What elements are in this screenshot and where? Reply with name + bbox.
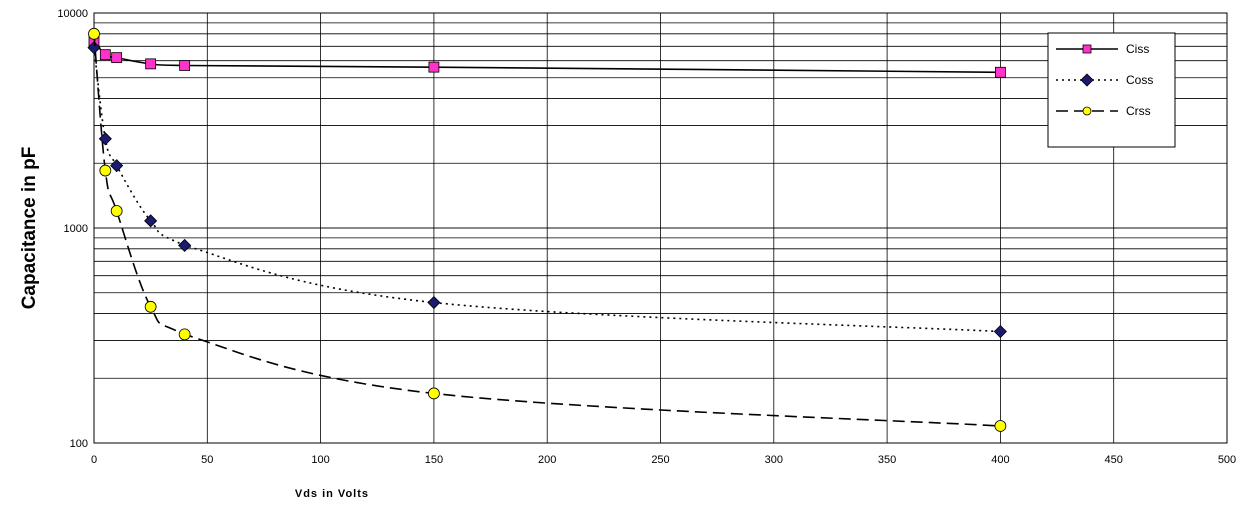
x-tick-label: 400: [991, 454, 1009, 466]
x-tick-label: 150: [425, 454, 443, 466]
legend-label-coss: Coss: [1126, 73, 1153, 87]
legend-marker-coss: [1080, 73, 1094, 87]
legend-item-ciss: Ciss: [1056, 42, 1149, 56]
data-point-ciss: [99, 49, 111, 61]
x-tick-label: 450: [1105, 454, 1123, 466]
data-point-coss: [427, 295, 441, 310]
data-point-coss: [993, 324, 1007, 339]
x-tick-label: 500: [1218, 454, 1236, 466]
data-point-crss: [99, 164, 112, 177]
legend: Ciss Coss Crss: [1047, 32, 1176, 148]
series-line-crss: [93, 33, 1001, 427]
series-layer: [87, 27, 1007, 432]
x-tick-label: 0: [91, 454, 97, 466]
x-tick-label: 350: [878, 454, 896, 466]
data-point-coss: [110, 159, 124, 173]
data-point-coss: [178, 238, 192, 252]
legend-item-coss: Coss: [1056, 73, 1153, 87]
y-tick-label: 100: [70, 438, 88, 450]
series-crss: [88, 27, 1007, 432]
x-tick-label: 100: [311, 454, 329, 466]
legend-label-ciss: Ciss: [1126, 42, 1149, 56]
data-point-coss: [144, 214, 158, 228]
x-tick-label: 300: [765, 454, 783, 466]
data-point-coss: [87, 41, 101, 55]
x-tick-label: 250: [651, 454, 669, 466]
x-tick-label: 50: [201, 454, 213, 466]
data-point-ciss: [179, 60, 191, 71]
data-point-ciss: [995, 66, 1006, 78]
data-point-crss: [178, 328, 191, 341]
data-point-ciss: [145, 58, 157, 70]
y-axis-title: Capacitance in pF: [19, 147, 40, 310]
legend-item-crss: Crss: [1056, 104, 1151, 118]
tick-labels: 0 50 100 150 200 250 300 350 400 450 500 100 1000 100…: [57, 8, 1236, 466]
data-point-crss: [994, 420, 1007, 432]
x-tick-label: 200: [538, 454, 556, 466]
legend-marker-ciss: [1082, 44, 1092, 54]
data-point-ciss: [428, 61, 440, 73]
data-point-ciss: [111, 52, 123, 64]
data-point-crss: [144, 300, 157, 313]
data-point-crss: [88, 27, 100, 40]
legend-marker-crss: [1082, 106, 1092, 116]
legend-label-crss: Crss: [1126, 104, 1151, 118]
plot-area-frame: [93, 12, 1228, 444]
x-axis-title: Vds in Volts: [295, 488, 369, 500]
y-tick-label: 10000: [57, 8, 88, 20]
data-point-crss: [427, 387, 440, 400]
grid-lines: [93, 12, 1228, 444]
legend-box: [1047, 32, 1176, 148]
y-tick-label: 1000: [64, 223, 88, 235]
data-point-crss: [110, 205, 123, 217]
